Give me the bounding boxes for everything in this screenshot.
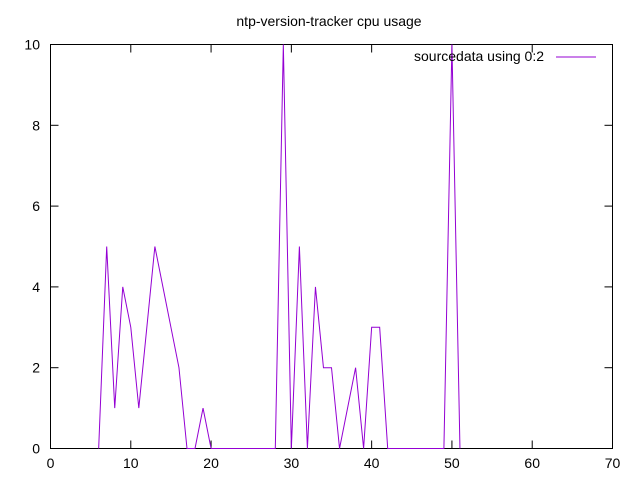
series-layer — [98, 44, 461, 449]
legend-label: sourcedata using 0:2 — [414, 48, 544, 64]
chart-title: ntp-version-tracker cpu usage — [236, 13, 421, 29]
x-tick-label: 0 — [47, 455, 55, 471]
x-tick-label: 50 — [444, 455, 460, 471]
y-axis: 0 2 4 6 8 10 — [24, 37, 613, 457]
y-tick-label: 0 — [32, 441, 40, 457]
x-tick-label: 60 — [524, 455, 540, 471]
x-tick-label: 70 — [605, 455, 621, 471]
x-tick-label: 40 — [364, 455, 380, 471]
legend: sourcedata using 0:2 — [414, 48, 596, 64]
x-tick-label: 10 — [123, 455, 139, 471]
y-tick-label: 6 — [32, 198, 40, 214]
x-tick-label: 30 — [284, 455, 300, 471]
y-tick-label: 8 — [32, 117, 40, 133]
x-axis: 0 10 20 30 40 50 60 70 — [47, 44, 621, 471]
y-tick-label: 4 — [32, 279, 40, 295]
plot-frame — [50, 44, 613, 449]
y-tick-label: 10 — [24, 37, 40, 53]
x-tick-label: 20 — [203, 455, 219, 471]
series-line-0 — [98, 44, 461, 449]
y-tick-label: 2 — [32, 360, 40, 376]
